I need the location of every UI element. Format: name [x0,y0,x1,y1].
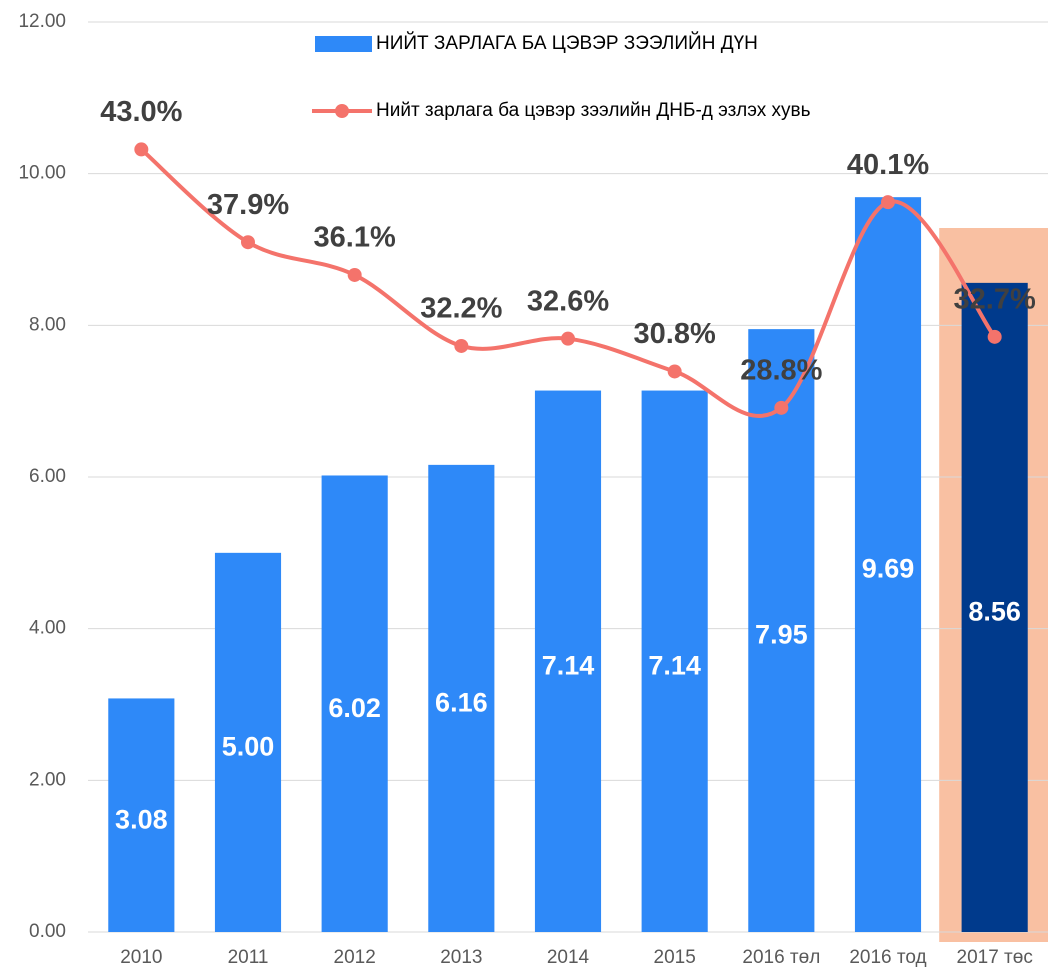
line-marker [561,331,575,346]
bar [854,197,922,933]
bar [214,552,282,932]
line-marker [134,142,149,157]
bar [641,390,708,932]
bar-value-label: 6.16 [435,688,488,718]
y-tick-label: 12.00 [18,11,66,32]
bar-value-label: 6.02 [328,693,381,723]
legend-swatch [315,36,372,52]
bar [961,282,1028,932]
bar [428,464,495,932]
y-tick-label: 0.00 [29,921,66,942]
bar-value-label: 7.95 [755,620,808,650]
line-value-label: 30.8% [634,318,716,350]
x-tick-label: 2010 [120,947,162,968]
y-tick-label: 6.00 [29,466,66,487]
line-value-label: 36.1% [314,222,396,254]
line-value-label: 32.2% [420,293,502,325]
x-tick-label: 2012 [334,947,376,968]
bar [748,329,815,932]
bar-value-label: 7.14 [542,650,595,680]
line-value-label: 40.1% [847,149,929,181]
line [140,147,997,418]
line-marker [774,400,789,415]
y-tick-label: 10.00 [18,163,66,184]
x-tick-label: 2011 [228,947,269,968]
legend-label: НИЙТ ЗАРЛАГА БА ЦЭВЭР ЗЭЭЛИЙН ДҮН [376,32,758,54]
y-tick-label: 8.00 [29,314,66,335]
bar-value-label: 5.00 [222,732,275,762]
x-tick-label: 2017 төс [957,947,1033,968]
bar [534,390,602,932]
line-marker [667,364,682,379]
x-tick-label: 2013 [440,947,482,968]
line-marker [241,235,255,250]
bar [108,698,175,932]
legend-marker [335,104,349,118]
y-tick-label: 2.00 [29,769,66,790]
line-marker [881,195,895,210]
bar [321,475,388,932]
bar-value-label: 3.08 [115,804,168,834]
x-tick-label: 2014 [547,947,590,968]
bar-value-label: 9.69 [862,554,915,584]
line-value-label: 32.7% [954,284,1036,316]
line-value-label: 43.0% [100,96,182,128]
legend-label: Нийт зарлага ба цэвэр зээлийн ДНБ-д эзлэ… [376,100,811,121]
y-tick-label: 4.00 [29,618,66,639]
bar-value-label: 8.56 [968,597,1021,627]
x-tick-label: 2015 [654,947,696,968]
line-value-label: 37.9% [207,189,289,221]
x-tick-label: 2016 төл [742,947,820,968]
line-marker [347,267,362,282]
line-marker [987,329,1002,344]
x-tick-label: 2016 тод [849,947,926,968]
line-value-label: 32.6% [527,285,609,317]
bar-value-label: 7.14 [648,650,701,680]
line-value-label: 28.8% [740,354,822,386]
line-marker [454,338,469,353]
